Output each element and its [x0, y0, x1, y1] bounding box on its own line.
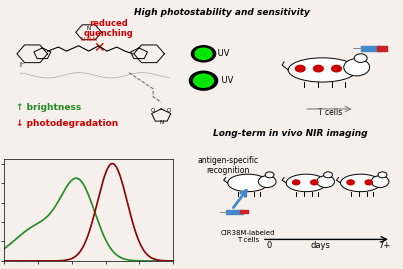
Text: O: O — [151, 108, 155, 113]
Circle shape — [258, 176, 276, 187]
Circle shape — [347, 180, 354, 185]
Circle shape — [324, 172, 332, 178]
Text: CIR38M-labeled
T cells: CIR38M-labeled T cells — [220, 230, 275, 243]
Circle shape — [314, 65, 323, 72]
FancyBboxPatch shape — [226, 210, 243, 214]
Text: ↓ photodegradation: ↓ photodegradation — [16, 119, 118, 128]
Circle shape — [354, 54, 367, 62]
Ellipse shape — [341, 174, 381, 192]
FancyBboxPatch shape — [240, 210, 248, 213]
Circle shape — [344, 59, 370, 76]
Circle shape — [194, 74, 214, 87]
Circle shape — [265, 172, 274, 178]
Circle shape — [332, 65, 341, 72]
Circle shape — [378, 172, 387, 178]
Text: O: O — [167, 108, 171, 113]
Text: ↑ brightness: ↑ brightness — [16, 103, 81, 112]
Text: I⁻: I⁻ — [19, 62, 25, 68]
Circle shape — [295, 65, 305, 72]
Ellipse shape — [286, 174, 326, 192]
Circle shape — [191, 46, 216, 62]
Text: days: days — [310, 241, 330, 250]
Text: 7+: 7+ — [379, 241, 391, 250]
Circle shape — [371, 176, 389, 187]
Circle shape — [311, 180, 318, 185]
Circle shape — [195, 48, 212, 59]
Text: T cells: T cells — [318, 108, 343, 116]
Ellipse shape — [288, 58, 357, 82]
Text: N: N — [93, 37, 97, 41]
Circle shape — [189, 71, 218, 90]
Circle shape — [365, 180, 372, 185]
FancyBboxPatch shape — [361, 46, 381, 51]
Text: High photostability and sensitivity: High photostability and sensitivity — [134, 8, 310, 17]
Circle shape — [293, 180, 300, 185]
Text: ✕: ✕ — [93, 41, 104, 55]
Text: antigen-specific
recognition: antigen-specific recognition — [197, 156, 258, 175]
Text: 0: 0 — [266, 241, 272, 250]
Text: Long-term in vivo NIR imaging: Long-term in vivo NIR imaging — [213, 129, 368, 138]
Ellipse shape — [228, 174, 268, 192]
Circle shape — [317, 176, 334, 187]
Text: N: N — [159, 120, 163, 125]
Text: + UV: + UV — [212, 76, 233, 85]
Text: N: N — [87, 37, 91, 41]
Text: N: N — [81, 37, 85, 41]
Text: - UV: - UV — [212, 49, 229, 58]
Text: N: N — [87, 26, 91, 31]
Text: reduced
quenching: reduced quenching — [84, 19, 134, 38]
FancyBboxPatch shape — [377, 46, 387, 51]
